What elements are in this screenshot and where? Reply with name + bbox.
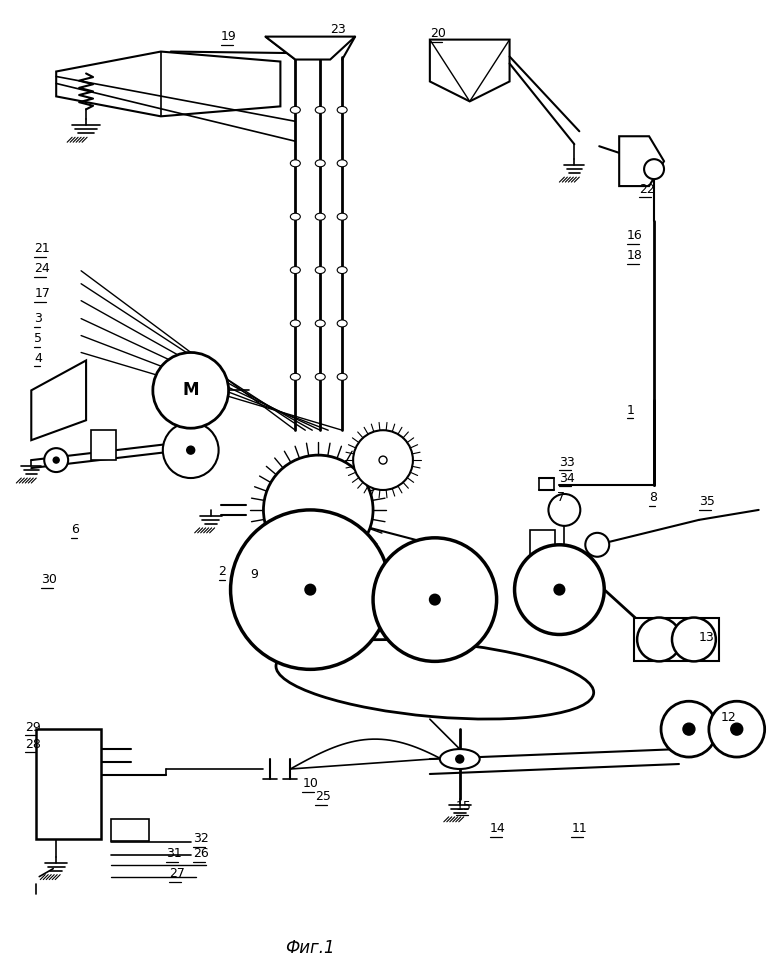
- Text: 14: 14: [490, 823, 505, 835]
- Circle shape: [373, 538, 497, 662]
- Text: 26: 26: [193, 847, 208, 860]
- Circle shape: [548, 494, 580, 526]
- Polygon shape: [430, 40, 509, 102]
- Text: 13: 13: [699, 630, 714, 644]
- Circle shape: [709, 701, 764, 757]
- Text: 5: 5: [34, 332, 42, 346]
- Text: 1: 1: [627, 404, 635, 417]
- Circle shape: [353, 430, 413, 490]
- Text: 12: 12: [721, 711, 736, 723]
- Text: 23: 23: [330, 23, 346, 36]
- Text: 27: 27: [168, 867, 185, 880]
- Text: 25: 25: [315, 791, 332, 803]
- Text: 22: 22: [639, 183, 655, 195]
- Circle shape: [186, 446, 195, 454]
- Text: 19: 19: [221, 30, 236, 43]
- Ellipse shape: [315, 106, 325, 113]
- Ellipse shape: [290, 160, 300, 167]
- Text: 35: 35: [699, 496, 714, 508]
- Circle shape: [585, 533, 609, 556]
- Ellipse shape: [315, 160, 325, 167]
- Bar: [36, 729, 101, 838]
- Circle shape: [672, 618, 716, 662]
- Circle shape: [683, 723, 695, 735]
- Bar: [634, 618, 719, 662]
- Circle shape: [637, 618, 681, 662]
- Text: 10: 10: [303, 778, 318, 791]
- Circle shape: [231, 509, 390, 670]
- Circle shape: [153, 352, 229, 428]
- Ellipse shape: [315, 374, 325, 381]
- Ellipse shape: [290, 266, 300, 273]
- Polygon shape: [265, 37, 355, 60]
- Polygon shape: [56, 52, 280, 116]
- Text: 17: 17: [34, 287, 50, 301]
- Bar: [91, 430, 116, 460]
- Text: 24: 24: [34, 263, 50, 275]
- Text: M: M: [183, 382, 199, 399]
- Ellipse shape: [315, 213, 325, 221]
- Text: 18: 18: [627, 249, 643, 263]
- Text: 3: 3: [34, 312, 42, 325]
- Text: 16: 16: [627, 229, 643, 242]
- Ellipse shape: [290, 374, 300, 381]
- Text: 9: 9: [250, 568, 258, 581]
- Circle shape: [53, 457, 59, 463]
- Text: 30: 30: [41, 573, 57, 587]
- Text: 32: 32: [193, 833, 208, 845]
- Ellipse shape: [315, 266, 325, 273]
- Ellipse shape: [337, 266, 347, 273]
- Bar: [530, 530, 555, 555]
- Text: 29: 29: [25, 720, 41, 734]
- Ellipse shape: [337, 374, 347, 381]
- Ellipse shape: [315, 320, 325, 327]
- Ellipse shape: [276, 639, 594, 719]
- Polygon shape: [619, 137, 664, 186]
- Circle shape: [555, 585, 565, 594]
- Polygon shape: [31, 360, 86, 440]
- Text: 8: 8: [649, 492, 657, 505]
- Circle shape: [305, 585, 315, 594]
- Circle shape: [264, 455, 373, 565]
- Text: 34: 34: [559, 471, 575, 484]
- Ellipse shape: [290, 213, 300, 221]
- Text: 11: 11: [572, 823, 587, 835]
- Text: 6: 6: [71, 523, 79, 537]
- Circle shape: [644, 159, 664, 180]
- Text: Фиг.1: Фиг.1: [285, 939, 335, 957]
- Text: 21: 21: [34, 242, 50, 256]
- Ellipse shape: [337, 160, 347, 167]
- Ellipse shape: [337, 106, 347, 113]
- Text: 20: 20: [430, 27, 445, 40]
- Text: 7: 7: [558, 492, 565, 505]
- Text: 31: 31: [166, 847, 182, 860]
- Circle shape: [661, 701, 717, 757]
- Text: 4: 4: [34, 352, 42, 365]
- Ellipse shape: [337, 213, 347, 221]
- Ellipse shape: [337, 320, 347, 327]
- Ellipse shape: [440, 749, 480, 769]
- Circle shape: [163, 423, 218, 478]
- Circle shape: [430, 594, 440, 604]
- Circle shape: [44, 448, 68, 472]
- Text: 2: 2: [218, 565, 226, 578]
- Ellipse shape: [290, 320, 300, 327]
- Circle shape: [515, 545, 604, 634]
- Text: 28: 28: [25, 738, 41, 751]
- Bar: [111, 819, 149, 840]
- Text: 15: 15: [456, 800, 472, 813]
- Circle shape: [379, 456, 387, 464]
- Circle shape: [731, 723, 743, 735]
- Text: 33: 33: [559, 456, 575, 468]
- Circle shape: [456, 755, 464, 763]
- Ellipse shape: [290, 106, 300, 113]
